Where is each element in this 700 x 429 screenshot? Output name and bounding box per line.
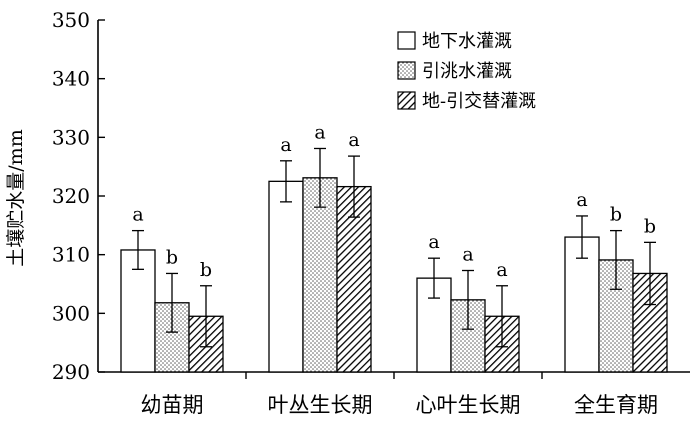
significance-letter: a	[132, 204, 143, 226]
x-tick-label: 心叶生长期	[416, 393, 521, 417]
x-tick-label: 全生育期	[574, 393, 658, 417]
legend-label: 地-引交替灌溉	[422, 91, 536, 112]
significance-letter: a	[496, 259, 507, 281]
significance-letter: b	[610, 204, 622, 226]
significance-letter: b	[166, 246, 178, 268]
x-tick-label: 幼苗期	[141, 393, 204, 417]
significance-letter: a	[348, 129, 359, 151]
significance-letter: a	[428, 231, 439, 253]
legend-swatch-hatched	[397, 91, 416, 110]
bar	[268, 180, 304, 373]
x-tick-labels: 幼苗期 叶丛生长期 心叶生长期 全生育期	[141, 372, 658, 417]
y-tick-label: 330	[52, 125, 90, 149]
y-tick-label: 320	[52, 184, 90, 208]
legend-swatch-blank	[397, 31, 416, 50]
significance-letter: a	[280, 134, 291, 156]
legend-label: 地下水灌溉	[422, 31, 512, 52]
legend-swatch-dotted	[397, 61, 416, 80]
legend-label: 引洮水灌溉	[422, 61, 512, 82]
y-tick-label: 310	[52, 243, 90, 267]
y-tick-label: 290	[52, 360, 90, 384]
significance-letter: b	[644, 215, 656, 237]
y-tick-label: 340	[52, 67, 90, 91]
significance-letter: a	[314, 121, 325, 143]
y-axis-label: 土壤贮水量/mm	[5, 129, 27, 266]
y-tick-label: 350	[52, 8, 90, 32]
legend: 地下水灌溉 引洮水灌溉 地-引交替灌溉	[397, 31, 536, 112]
y-ticks: 290 300 310 320 330 340 350	[52, 8, 105, 384]
y-tick-label: 300	[52, 301, 90, 325]
significance-letter: a	[462, 244, 473, 266]
x-tick-label: 叶丛生长期	[268, 393, 373, 417]
significance-letter: b	[200, 259, 212, 281]
significance-letter: a	[576, 189, 587, 211]
